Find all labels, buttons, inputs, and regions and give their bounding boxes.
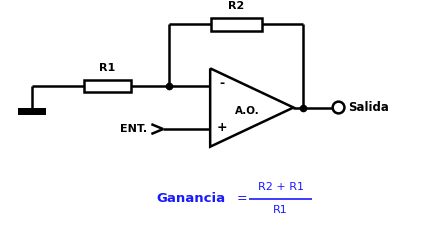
Text: R1: R1 — [274, 205, 288, 216]
Circle shape — [333, 102, 344, 113]
Text: =: = — [236, 192, 247, 205]
Text: Salida: Salida — [348, 101, 389, 114]
Bar — [84, 80, 131, 92]
Text: ENT.: ENT. — [120, 124, 147, 134]
Text: Ganancia: Ganancia — [156, 192, 225, 205]
Text: +: + — [217, 121, 227, 134]
Bar — [18, 107, 45, 115]
Text: -: - — [219, 77, 225, 91]
Text: R1: R1 — [99, 63, 115, 73]
Text: R2: R2 — [228, 1, 244, 12]
Text: R2 + R1: R2 + R1 — [258, 182, 304, 192]
Bar — [211, 18, 262, 30]
Text: A.O.: A.O. — [235, 106, 259, 116]
